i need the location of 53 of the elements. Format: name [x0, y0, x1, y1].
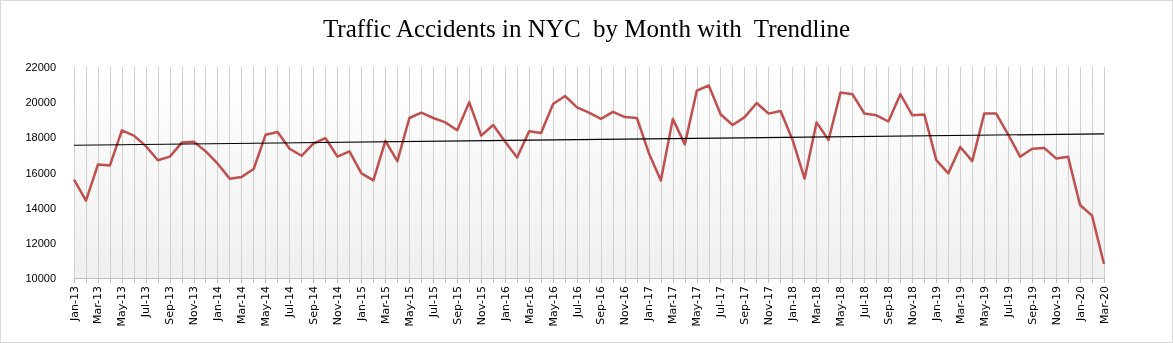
x-tick-label: Jul-14 [283, 286, 297, 319]
line-series [72, 84, 1106, 266]
x-tick-label: Sep-15 [450, 286, 464, 325]
x-tick-label: May-17 [690, 286, 704, 327]
x-tick-label: May-13 [115, 286, 129, 327]
x-tick-label: Sep-13 [163, 286, 177, 325]
x-tick-label: Nov-18 [905, 286, 919, 326]
x-tick-label: Jan-18 [786, 286, 800, 322]
x-tick-label: Jan-14 [211, 286, 225, 322]
x-tick-label: Jul-15 [426, 286, 440, 319]
x-tick-label: Nov-19 [1049, 286, 1063, 326]
x-tick-label: Jan-13 [67, 286, 81, 322]
x-tick-label: Jul-13 [139, 286, 153, 319]
x-tick-label: Nov-14 [330, 286, 344, 326]
y-tick-label: 12000 [25, 236, 56, 249]
y-tick-label: 22000 [25, 61, 56, 73]
x-tick-label: Sep-18 [881, 286, 895, 325]
x-tick-label: Mar-19 [953, 286, 967, 325]
y-tick-label: 14000 [25, 201, 56, 214]
x-tick-label: Jan-17 [642, 286, 656, 322]
x-tick-label: Mar-14 [235, 286, 249, 325]
y-tick-label: 16000 [25, 166, 56, 179]
x-tick-label: Mar-16 [522, 286, 536, 325]
x-tick-label: Nov-17 [762, 286, 776, 326]
x-tick-label: Jan-19 [929, 286, 943, 322]
chart-title: Traffic Accidents in NYC by Month with Trendline [322, 15, 851, 42]
x-tick-label: Sep-17 [738, 286, 752, 325]
x-tick-label: Mar-20 [1097, 286, 1111, 325]
x-tick-label: May-14 [259, 286, 273, 327]
y-tick-label: 20000 [25, 96, 56, 109]
x-tick-label: Mar-15 [378, 286, 392, 325]
x-tick-label: Mar-13 [91, 286, 105, 325]
x-tick-label: May-19 [977, 286, 991, 327]
x-tick-label: Jan-15 [354, 286, 368, 322]
x-tick-label: May-15 [402, 286, 416, 327]
x-tick-label: May-16 [546, 286, 560, 327]
x-tick-label: Sep-19 [1025, 286, 1039, 325]
x-tick-label: Mar-17 [666, 286, 680, 325]
x-tick-label: Jul-17 [714, 286, 728, 319]
x-tick-label: Sep-16 [594, 286, 608, 325]
x-tick-label: Sep-14 [307, 286, 321, 325]
x-tick-label: Nov-15 [474, 286, 488, 326]
x-tick-label: Jul-18 [857, 286, 871, 319]
x-tick-label: May-18 [834, 286, 848, 327]
x-tick-label: Jan-16 [498, 286, 512, 322]
x-tick-label: Jul-19 [1001, 286, 1015, 319]
x-tick-label: Nov-13 [187, 286, 201, 326]
x-tick-label: Jul-16 [570, 286, 584, 319]
y-tick-label: 10000 [25, 272, 56, 284]
x-tick-label: Jan-20 [1073, 286, 1087, 322]
x-tick-label: Nov-16 [618, 286, 632, 326]
y-tick-label: 18000 [25, 131, 56, 144]
x-tick-label: Mar-18 [810, 286, 824, 325]
